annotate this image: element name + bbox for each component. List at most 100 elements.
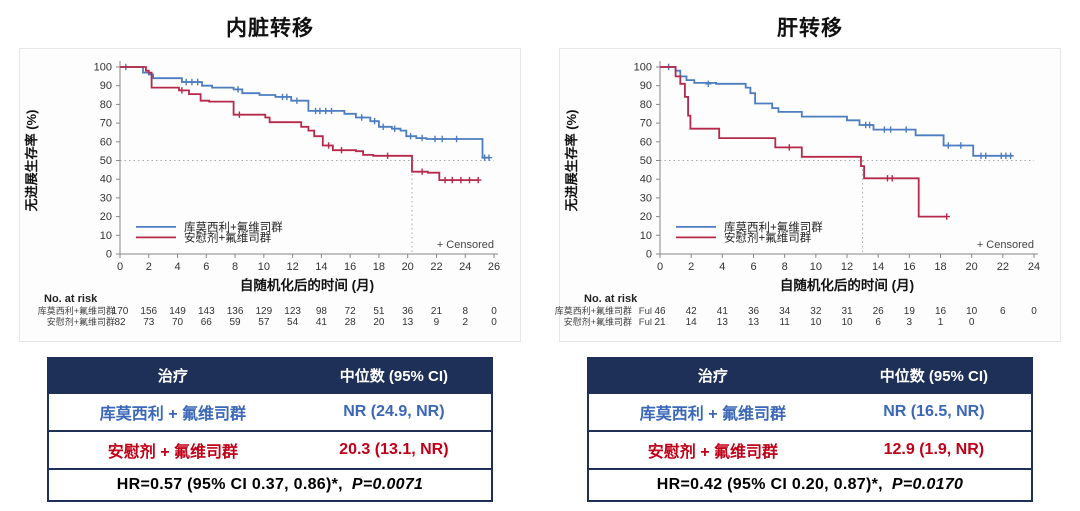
no-at-risk-title: No. at risk (44, 293, 98, 305)
risk-count: 19 (904, 306, 916, 317)
summary-row-placebo: 安慰剂 + 氟维司群 12.9 (1.9, NR) (588, 430, 1032, 469)
risk-count: 66 (201, 317, 213, 328)
x-tick-label: 2 (688, 261, 694, 273)
risk-count: 98 (316, 306, 328, 317)
censored-note: + Censored (977, 239, 1034, 251)
y-tick-label: 80 (100, 99, 112, 111)
legend-label-treatment: 库莫西利+氟维司群 (724, 220, 823, 234)
reference-lines (660, 160, 1034, 254)
y-tick-label: 60 (640, 136, 652, 148)
risk-count: 13 (717, 317, 729, 328)
y-tick-label: 10 (640, 230, 652, 242)
x-axis-title: 自随机化后的时间 (月) (780, 277, 914, 293)
chart-title-liver: 肝转移 (777, 17, 843, 40)
risk-count: 54 (287, 317, 299, 328)
risk-count: 36 (748, 306, 760, 317)
km-curve-placebo (120, 66, 479, 181)
summary-header-row: 治疗 中位数 (95% CI) (48, 358, 492, 393)
risk-row-label: 库莫西利+氟维司群 (38, 305, 115, 316)
risk-count: 13 (748, 317, 760, 328)
km-chartbox-liver: 0 10 20 30 40 50 60 70 80 90 100 0 2 4 6 8 10 12 14 16 18 20 2… (555, 48, 1061, 342)
y-axis-title: 无进展生存率 (%) (24, 110, 39, 213)
km-curve-placebo (660, 66, 947, 218)
risk-count: 8 (462, 306, 468, 317)
p-value: P=0.0170 (891, 476, 964, 493)
y-tick-label: 50 (640, 155, 652, 167)
y-tick-label: 90 (640, 80, 652, 92)
risk-count: 82 (114, 317, 126, 328)
x-tick-label: 4 (719, 261, 725, 273)
risk-count: 73 (143, 317, 155, 328)
placebo-median: 12.9 (1.9, NR) (836, 430, 1032, 469)
risk-count: 21 (431, 306, 443, 317)
risk-count: 136 (227, 306, 244, 317)
chart-title-visceral: 内脏转移 (226, 17, 314, 40)
x-tick-label: 22 (430, 261, 442, 273)
y-tick-label: 0 (646, 249, 652, 261)
placebo-name: 安慰剂 + 氟维司群 (48, 430, 297, 469)
x-tick-label: 2 (146, 261, 152, 273)
x-tick-label: 14 (315, 261, 327, 273)
x-tick-label: 10 (258, 261, 270, 273)
risk-count: 170 (112, 306, 129, 317)
y-tick-label: 80 (640, 99, 652, 111)
risk-row-label: 安慰剂+氟维司群 (47, 316, 115, 327)
summary-col-median: 中位数 (95% CI) (836, 358, 1032, 393)
x-tick-label: 26 (488, 261, 500, 273)
placebo-name: 安慰剂 + 氟维司群 (588, 430, 837, 469)
x-tick-label: 0 (657, 261, 663, 273)
y-tick-label: 90 (100, 80, 112, 92)
risk-count: 21 (654, 317, 666, 328)
risk-count: 156 (140, 306, 157, 317)
x-tick-label: 20 (966, 261, 978, 273)
summary-col-median: 中位数 (95% CI) (296, 358, 492, 393)
risk-count: 10 (966, 306, 978, 317)
risk-count: 28 (345, 317, 357, 328)
risk-count: 70 (172, 317, 184, 328)
treatment-name: 库莫西利 + 氟维司群 (48, 392, 297, 431)
x-tick-label: 12 (286, 261, 298, 273)
summary-table-visceral: 治疗 中位数 (95% CI) 库莫西利 + 氟维司群 NR (24.9, NR… (47, 357, 493, 502)
y-tick-label: 20 (640, 211, 652, 223)
x-tick-label: 14 (872, 261, 884, 273)
summary-footer-row: HR=0.42 (95% CI 0.20, 0.87)*, P=0.0170 (588, 468, 1032, 501)
km-curve-treatment (660, 66, 1013, 157)
x-tick-label: 8 (782, 261, 788, 273)
summary-table-liver: 治疗 中位数 (95% CI) 库莫西利 + 氟维司群 NR (16.5, NR… (587, 357, 1033, 502)
censor-marks-placebo (178, 87, 482, 184)
risk-row-prefix: Ful (639, 306, 652, 317)
hr-value: HR=0.57 (95% CI 0.37, 0.86)*, (116, 476, 343, 493)
y-tick-label: 60 (100, 136, 112, 148)
risk-count: 1 (938, 317, 944, 328)
x-tick-label: 24 (1028, 261, 1040, 273)
y-tick-label: 100 (634, 62, 652, 74)
y-tick-label: 40 (640, 174, 652, 186)
y-tick-label: 50 (100, 155, 112, 167)
summary-row-placebo: 安慰剂 + 氟维司群 20.3 (13.1, NR) (48, 430, 492, 469)
risk-count: 20 (373, 317, 385, 328)
treatment-median: NR (16.5, NR) (836, 392, 1032, 431)
p-value: P=0.0071 (351, 476, 424, 493)
censor-marks-placebo (786, 144, 950, 220)
risk-count: 143 (198, 306, 215, 317)
risk-count: 129 (256, 306, 273, 317)
y-tick-label: 30 (640, 192, 652, 204)
risk-count: 36 (402, 306, 414, 317)
risk-count: 57 (258, 317, 270, 328)
x-tick-label: 24 (459, 261, 471, 273)
risk-count: 0 (491, 317, 497, 328)
risk-count: 0 (491, 306, 497, 317)
x-tick-label: 0 (117, 261, 123, 273)
risk-count: 42 (686, 306, 698, 317)
risk-count: 2 (462, 317, 468, 328)
summary-header-row: 治疗 中位数 (95% CI) (588, 358, 1032, 393)
x-axis-title: 自随机化后的时间 (月) (240, 277, 374, 293)
y-tick-label: 70 (640, 118, 652, 130)
risk-count: 10 (841, 317, 853, 328)
km-curve-treatment (120, 66, 490, 159)
risk-row-label: 安慰剂+氟维司群 (564, 316, 632, 327)
